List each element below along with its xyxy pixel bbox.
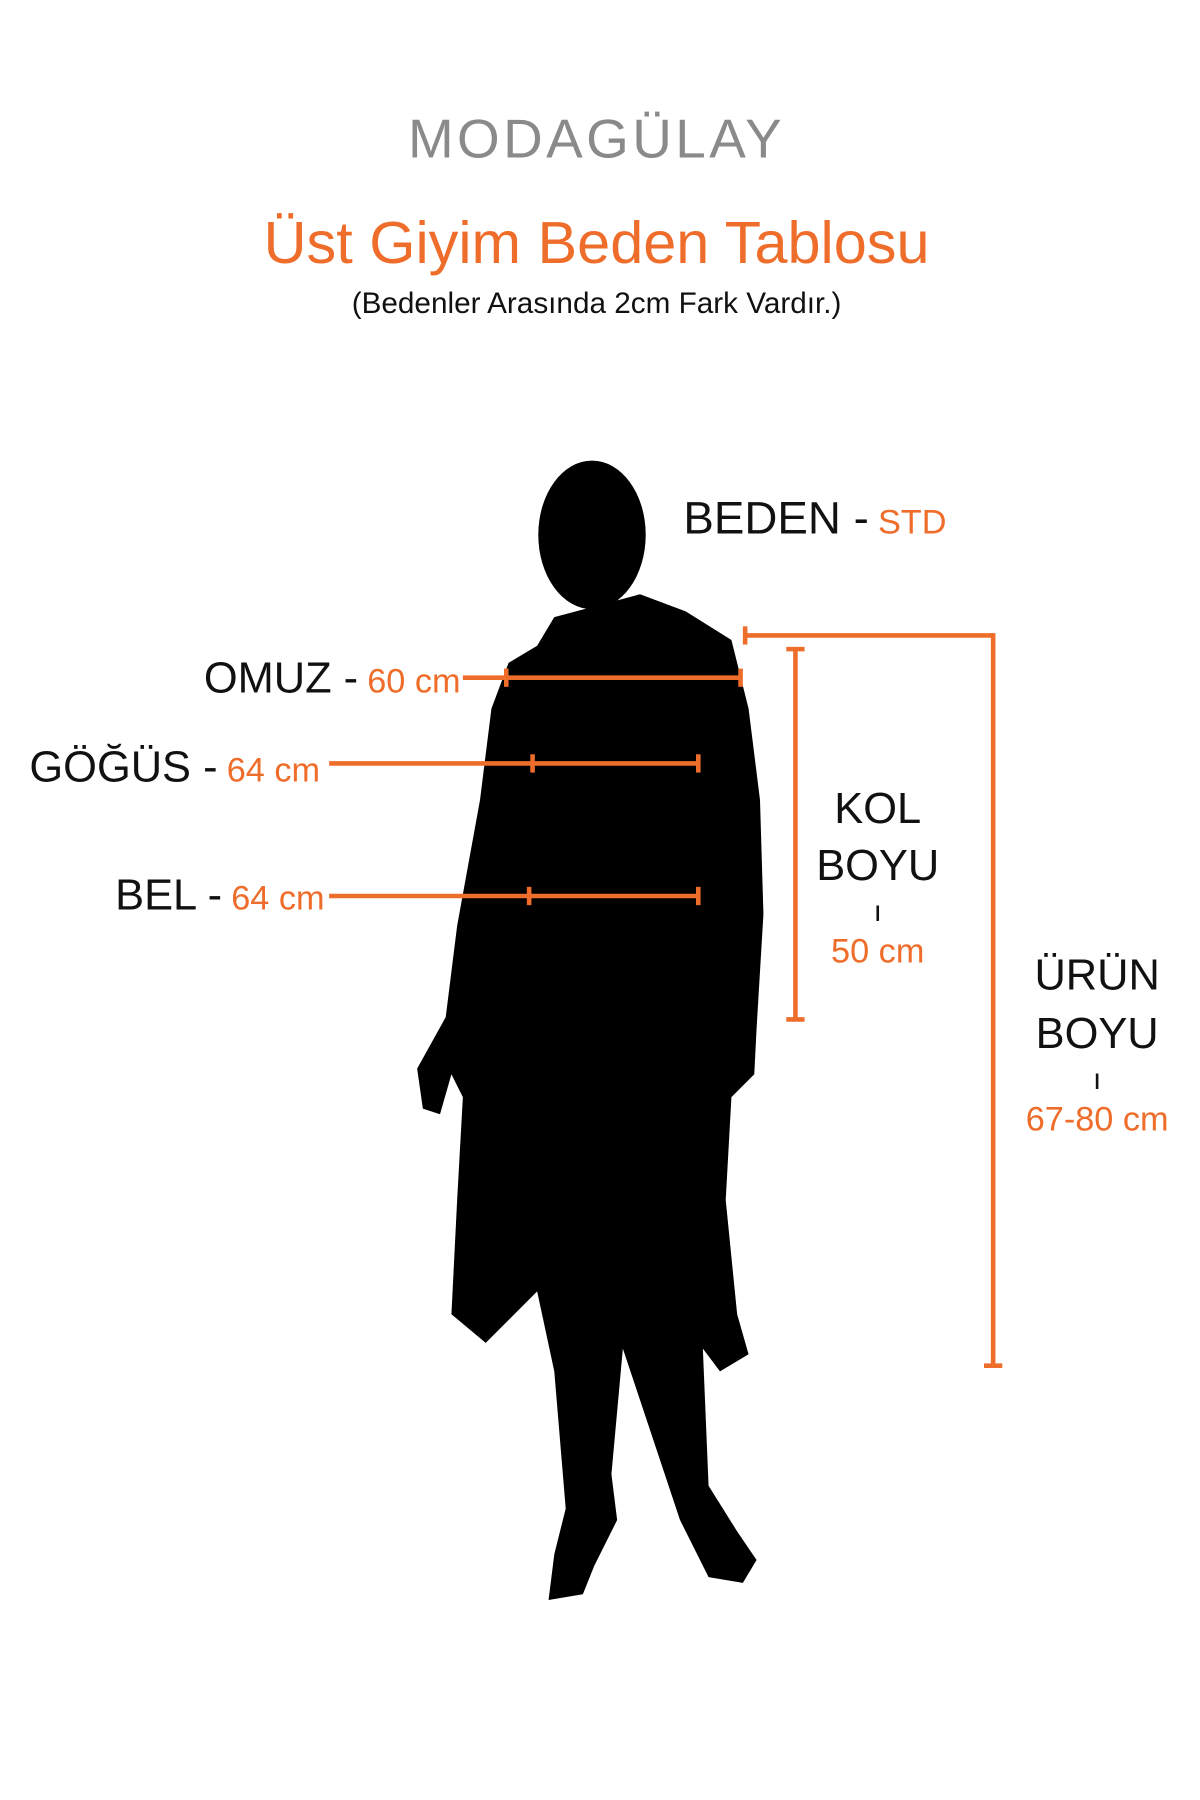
svg-text:ı: ı: [874, 895, 882, 928]
gogus-label: GÖĞÜS -64 cm: [29, 744, 320, 792]
beden-label: BEDEN - STD: [683, 493, 946, 544]
svg-text:KOL: KOL: [834, 785, 921, 833]
svg-text:ÜRÜN: ÜRÜN: [1034, 952, 1159, 1000]
omuz-label: OMUZ -60 cm: [204, 655, 461, 703]
svg-text:67-80 cm: 67-80 cm: [1026, 1100, 1169, 1138]
urun-boyu-label: ÜRÜN BOYU ı 67-80 cm: [1026, 952, 1169, 1139]
silhouette: [417, 460, 764, 1600]
kol-boyu-line: [786, 646, 805, 1022]
svg-text:BOYU: BOYU: [816, 842, 939, 890]
gogus-line: [329, 754, 701, 773]
svg-text:BEDEN -STD: BEDEN - STD: [683, 493, 946, 544]
omuz-line: [462, 668, 743, 687]
bel-label: BEL -64 cm: [115, 872, 324, 920]
svg-text:50 cm: 50 cm: [831, 932, 924, 970]
svg-text:ı: ı: [1093, 1063, 1101, 1096]
urun-boyu-line: [742, 626, 1003, 1368]
kol-boyu-label: KOL BOYU ı 50 cm: [816, 785, 939, 970]
brand-logo: MODAGÜLAY: [408, 108, 785, 170]
svg-text:BOYU: BOYU: [1036, 1010, 1159, 1058]
beden-label-text: BEDEN -: [683, 493, 868, 544]
bel-line: [329, 886, 701, 906]
beden-value: STD: [878, 504, 947, 542]
page-subtitle: (Bedenler Arasında 2cm Fark Vardır.): [352, 287, 842, 320]
page-title: Üst Giyim Beden Tablosu: [264, 209, 930, 276]
